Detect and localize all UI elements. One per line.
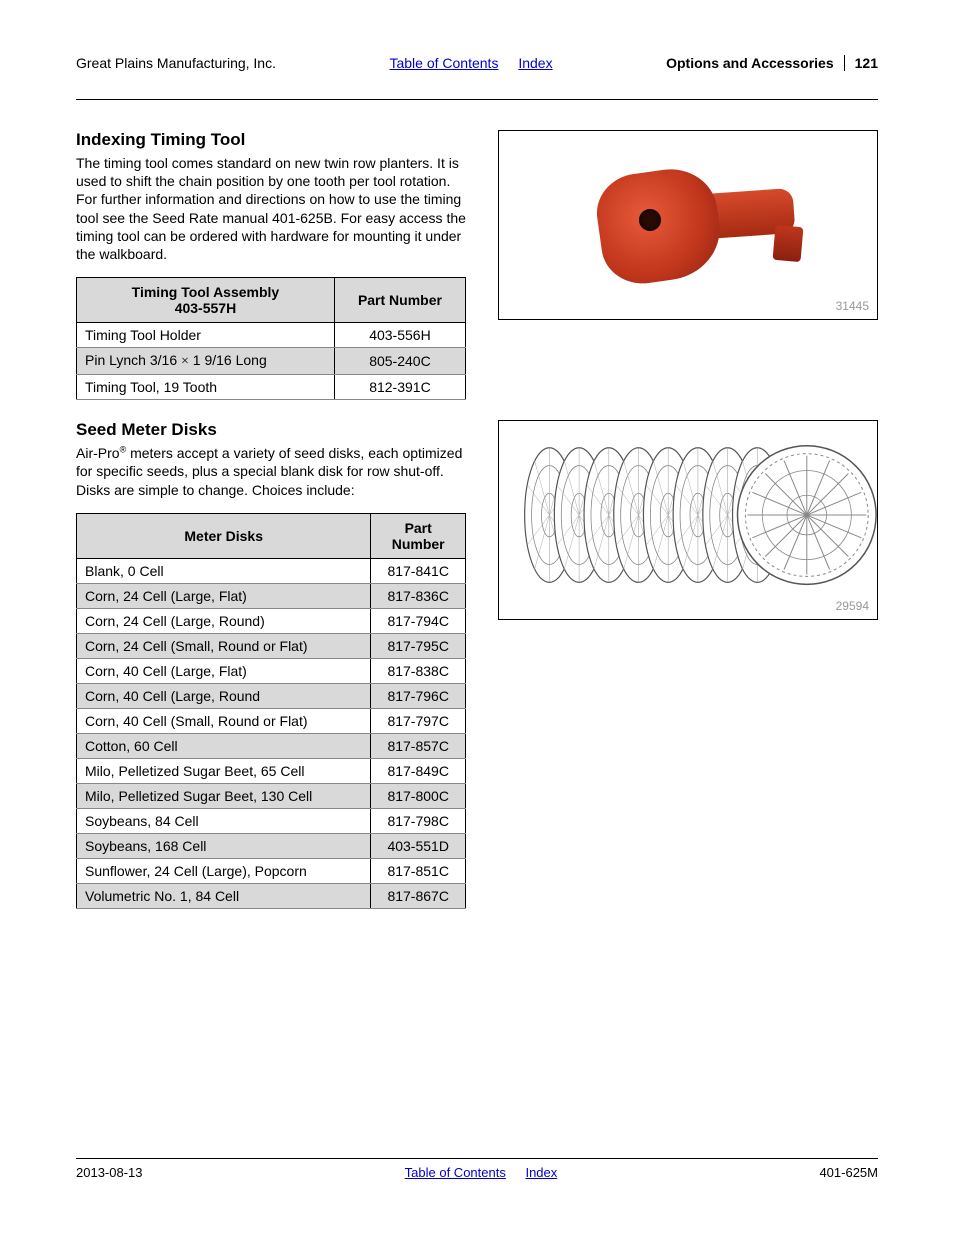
table-cell-name: Timing Tool, 19 Tooth bbox=[77, 375, 335, 400]
table-row: Volumetric No. 1, 84 Cell817-867C bbox=[77, 883, 466, 908]
table-row: Timing Tool Holder403-556H bbox=[77, 323, 466, 348]
figure-seed-disks: 29594 bbox=[498, 420, 878, 620]
section2-title: Seed Meter Disks bbox=[76, 420, 466, 440]
content-columns: Indexing Timing Tool The timing tool com… bbox=[76, 130, 878, 929]
table-cell-part: 817-798C bbox=[371, 808, 466, 833]
table-row: Timing Tool, 19 Tooth812-391C bbox=[77, 375, 466, 400]
footer-date: 2013-08-13 bbox=[76, 1165, 143, 1180]
seed-disks-icon bbox=[499, 421, 877, 619]
table-row: Milo, Pelletized Sugar Beet, 65 Cell817-… bbox=[77, 758, 466, 783]
section2-body: Air-Pro® meters accept a variety of seed… bbox=[76, 444, 466, 499]
table2-header-col1: Meter Disks bbox=[77, 513, 371, 558]
page-number: 121 bbox=[844, 55, 878, 71]
table-cell-part: 817-794C bbox=[371, 608, 466, 633]
header-rule bbox=[76, 99, 878, 100]
table-row: Soybeans, 168 Cell403-551D bbox=[77, 833, 466, 858]
table-cell-part: 817-836C bbox=[371, 583, 466, 608]
table-cell-name: Corn, 24 Cell (Small, Round or Flat) bbox=[77, 633, 371, 658]
table-cell-part: 817-797C bbox=[371, 708, 466, 733]
table-cell-part: 817-867C bbox=[371, 883, 466, 908]
index-link[interactable]: Index bbox=[518, 55, 552, 71]
table-cell-name: Timing Tool Holder bbox=[77, 323, 335, 348]
section1-title: Indexing Timing Tool bbox=[76, 130, 466, 150]
figure1-id: 31445 bbox=[836, 299, 869, 313]
table-cell-name: Milo, Pelletized Sugar Beet, 65 Cell bbox=[77, 758, 371, 783]
table-row: Pin Lynch 3/16 × 1 9/16 Long805-240C bbox=[77, 348, 466, 375]
company-name: Great Plains Manufacturing, Inc. bbox=[76, 55, 276, 71]
table-cell-name: Corn, 40 Cell (Large, Round bbox=[77, 683, 371, 708]
table-cell-name: Soybeans, 168 Cell bbox=[77, 833, 371, 858]
table-cell-part: 403-551D bbox=[371, 833, 466, 858]
table-cell-name: Corn, 24 Cell (Large, Round) bbox=[77, 608, 371, 633]
toc-link[interactable]: Table of Contents bbox=[389, 55, 498, 71]
table-cell-part: 805-240C bbox=[334, 348, 465, 375]
table-cell-part: 817-857C bbox=[371, 733, 466, 758]
figure-timing-tool: 31445 bbox=[498, 130, 878, 320]
table1-header-col1: Timing Tool Assembly 403-557H bbox=[77, 278, 335, 323]
table-cell-part: 817-851C bbox=[371, 858, 466, 883]
table-row: Corn, 24 Cell (Large, Flat)817-836C bbox=[77, 583, 466, 608]
table-cell-name: Sunflower, 24 Cell (Large), Popcorn bbox=[77, 858, 371, 883]
table-row: Corn, 24 Cell (Small, Round or Flat)817-… bbox=[77, 633, 466, 658]
figure2-id: 29594 bbox=[836, 599, 869, 613]
footer-toc-link[interactable]: Table of Contents bbox=[405, 1165, 506, 1180]
table-cell-part: 817-795C bbox=[371, 633, 466, 658]
table-cell-name: Soybeans, 84 Cell bbox=[77, 808, 371, 833]
left-column: Indexing Timing Tool The timing tool com… bbox=[76, 130, 466, 929]
table-row: Corn, 40 Cell (Small, Round or Flat)817-… bbox=[77, 708, 466, 733]
table-cell-name: Corn, 24 Cell (Large, Flat) bbox=[77, 583, 371, 608]
spacer bbox=[498, 340, 878, 420]
table-row: Sunflower, 24 Cell (Large), Popcorn817-8… bbox=[77, 858, 466, 883]
page-header: Great Plains Manufacturing, Inc. Table o… bbox=[76, 55, 878, 71]
table-row: Milo, Pelletized Sugar Beet, 130 Cell817… bbox=[77, 783, 466, 808]
table-cell-name: Corn, 40 Cell (Large, Flat) bbox=[77, 658, 371, 683]
table-cell-part: 817-796C bbox=[371, 683, 466, 708]
table-cell-name: Blank, 0 Cell bbox=[77, 558, 371, 583]
table-cell-part: 817-800C bbox=[371, 783, 466, 808]
table1-header-col2: Part Number bbox=[334, 278, 465, 323]
section-name: Options and Accessories bbox=[666, 55, 834, 71]
table-cell-part: 817-838C bbox=[371, 658, 466, 683]
table-row: Corn, 24 Cell (Large, Round)817-794C bbox=[77, 608, 466, 633]
tool-tab-shape bbox=[773, 225, 804, 262]
table2-header-col2: Part Number bbox=[371, 513, 466, 558]
section1-body: The timing tool comes standard on new tw… bbox=[76, 154, 466, 263]
footer-doc-number: 401-625M bbox=[819, 1165, 878, 1180]
table-cell-name: Corn, 40 Cell (Small, Round or Flat) bbox=[77, 708, 371, 733]
table-cell-name: Pin Lynch 3/16 × 1 9/16 Long bbox=[77, 348, 335, 375]
header-nav: Table of Contents Index bbox=[276, 55, 666, 71]
right-column: 31445 bbox=[498, 130, 878, 929]
timing-tool-table: Timing Tool Assembly 403-557H Part Numbe… bbox=[76, 277, 466, 400]
footer-index-link[interactable]: Index bbox=[525, 1165, 557, 1180]
table-cell-part: 403-556H bbox=[334, 323, 465, 348]
footer-nav: Table of Contents Index bbox=[143, 1165, 820, 1180]
table-cell-part: 817-841C bbox=[371, 558, 466, 583]
table-row: Cotton, 60 Cell817-857C bbox=[77, 733, 466, 758]
page-footer: 2013-08-13 Table of Contents Index 401-6… bbox=[76, 1158, 878, 1180]
table-row: Soybeans, 84 Cell817-798C bbox=[77, 808, 466, 833]
table-cell-name: Cotton, 60 Cell bbox=[77, 733, 371, 758]
tool-hole-shape bbox=[639, 209, 661, 231]
table-cell-part: 812-391C bbox=[334, 375, 465, 400]
table-row: Corn, 40 Cell (Large, Round817-796C bbox=[77, 683, 466, 708]
table-cell-name: Milo, Pelletized Sugar Beet, 130 Cell bbox=[77, 783, 371, 808]
meter-disks-table: Meter Disks Part Number Blank, 0 Cell817… bbox=[76, 513, 466, 909]
table-cell-part: 817-849C bbox=[371, 758, 466, 783]
table-cell-name: Volumetric No. 1, 84 Cell bbox=[77, 883, 371, 908]
table-row: Corn, 40 Cell (Large, Flat)817-838C bbox=[77, 658, 466, 683]
table-row: Blank, 0 Cell817-841C bbox=[77, 558, 466, 583]
